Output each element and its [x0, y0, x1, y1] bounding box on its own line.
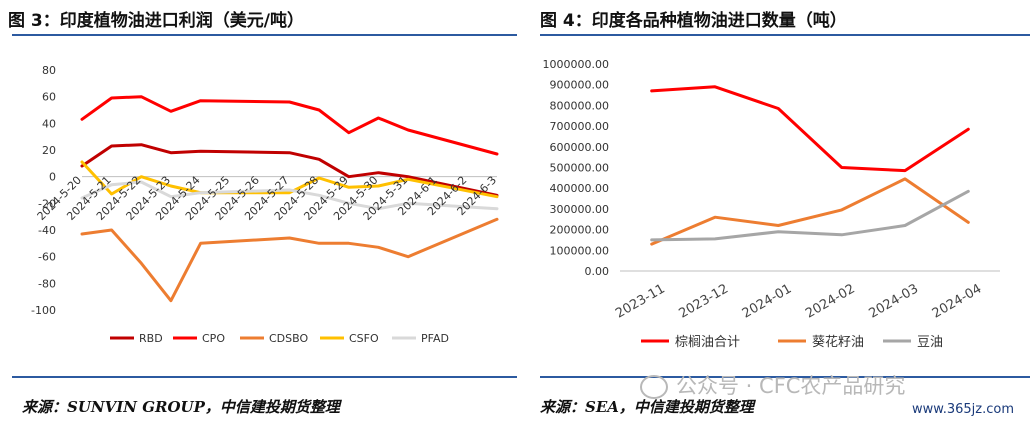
x-tick-label: 2023-11	[613, 281, 668, 321]
right-title-rule	[540, 34, 1030, 36]
y-tick-label: 300000.00	[550, 203, 610, 216]
legend-label-csfo: CSFO	[349, 332, 379, 345]
wechat-icon	[640, 375, 668, 399]
y-tick-label: 700000.00	[550, 120, 610, 133]
series-line-cpo	[80, 95, 499, 156]
left-source-note: 来源：SUNVIN GROUP，中信建投期货整理	[22, 398, 340, 416]
y-tick-label: 500000.00	[550, 162, 610, 175]
y-tick-label: 0.00	[585, 265, 610, 278]
series-line-rbd	[80, 143, 499, 197]
legend-label-pfad: PFAD	[421, 332, 449, 345]
y-tick-label: -20	[38, 197, 56, 210]
x-tick-label: 2024-03	[866, 281, 921, 321]
series-line-cdsbo	[80, 217, 499, 303]
y-tick-label: 40	[42, 117, 56, 130]
x-tick-label: 2023-12	[676, 281, 731, 321]
y-tick-label: 800000.00	[550, 99, 610, 112]
legend-label: 棕榈油合计	[675, 335, 740, 350]
y-tick-label: 600000.00	[550, 141, 610, 154]
series-line	[650, 85, 970, 173]
legend-label: 豆油	[917, 335, 943, 350]
left-bottom-rule	[12, 376, 517, 378]
y-tick-label: 900000.00	[550, 79, 610, 92]
y-tick-label: -80	[38, 277, 56, 290]
y-tick-label: 100000.00	[550, 244, 610, 257]
legend-label-rbd: RBD	[139, 332, 163, 345]
y-tick-label: 400000.00	[550, 182, 610, 195]
site-watermark: www.365jz.com	[912, 402, 1014, 417]
right-source-note: 来源：SEA，中信建投期货整理	[540, 398, 754, 416]
legend-label-cpo: CPO	[202, 332, 225, 345]
series-line-pfad	[80, 180, 499, 211]
y-tick-label: -40	[38, 224, 56, 237]
left-chart-title: 图 3：印度植物油进口利润（美元/吨）	[8, 11, 304, 31]
right-bottom-rule	[540, 376, 1030, 378]
y-tick-label: 200000.00	[550, 224, 610, 237]
watermark: 公众号 · CFC农产品研究	[640, 370, 905, 400]
y-tick-label: 0	[49, 171, 56, 184]
right-chart-title: 图 4：印度各品种植物油进口数量（吨）	[540, 11, 847, 31]
legend-label: 葵花籽油	[812, 334, 864, 350]
x-tick-label: 2024-04	[930, 281, 985, 321]
y-tick-label: 20	[42, 144, 56, 157]
watermark-text: 公众号 · CFC农产品研究	[676, 374, 906, 398]
y-tick-label: 1000000.00	[543, 58, 609, 71]
left-title-rule	[12, 34, 517, 36]
series-line	[650, 189, 970, 242]
x-tick-label: 2024-01	[740, 281, 795, 321]
y-tick-label: 80	[42, 64, 56, 77]
y-tick-label: -60	[38, 251, 56, 264]
y-tick-label: -100	[31, 304, 56, 317]
legend-label-cdsbo: CDSBO	[269, 332, 308, 345]
x-tick-label: 2024-02	[803, 281, 858, 321]
y-tick-label: 60	[42, 91, 56, 104]
series-line	[650, 177, 970, 246]
